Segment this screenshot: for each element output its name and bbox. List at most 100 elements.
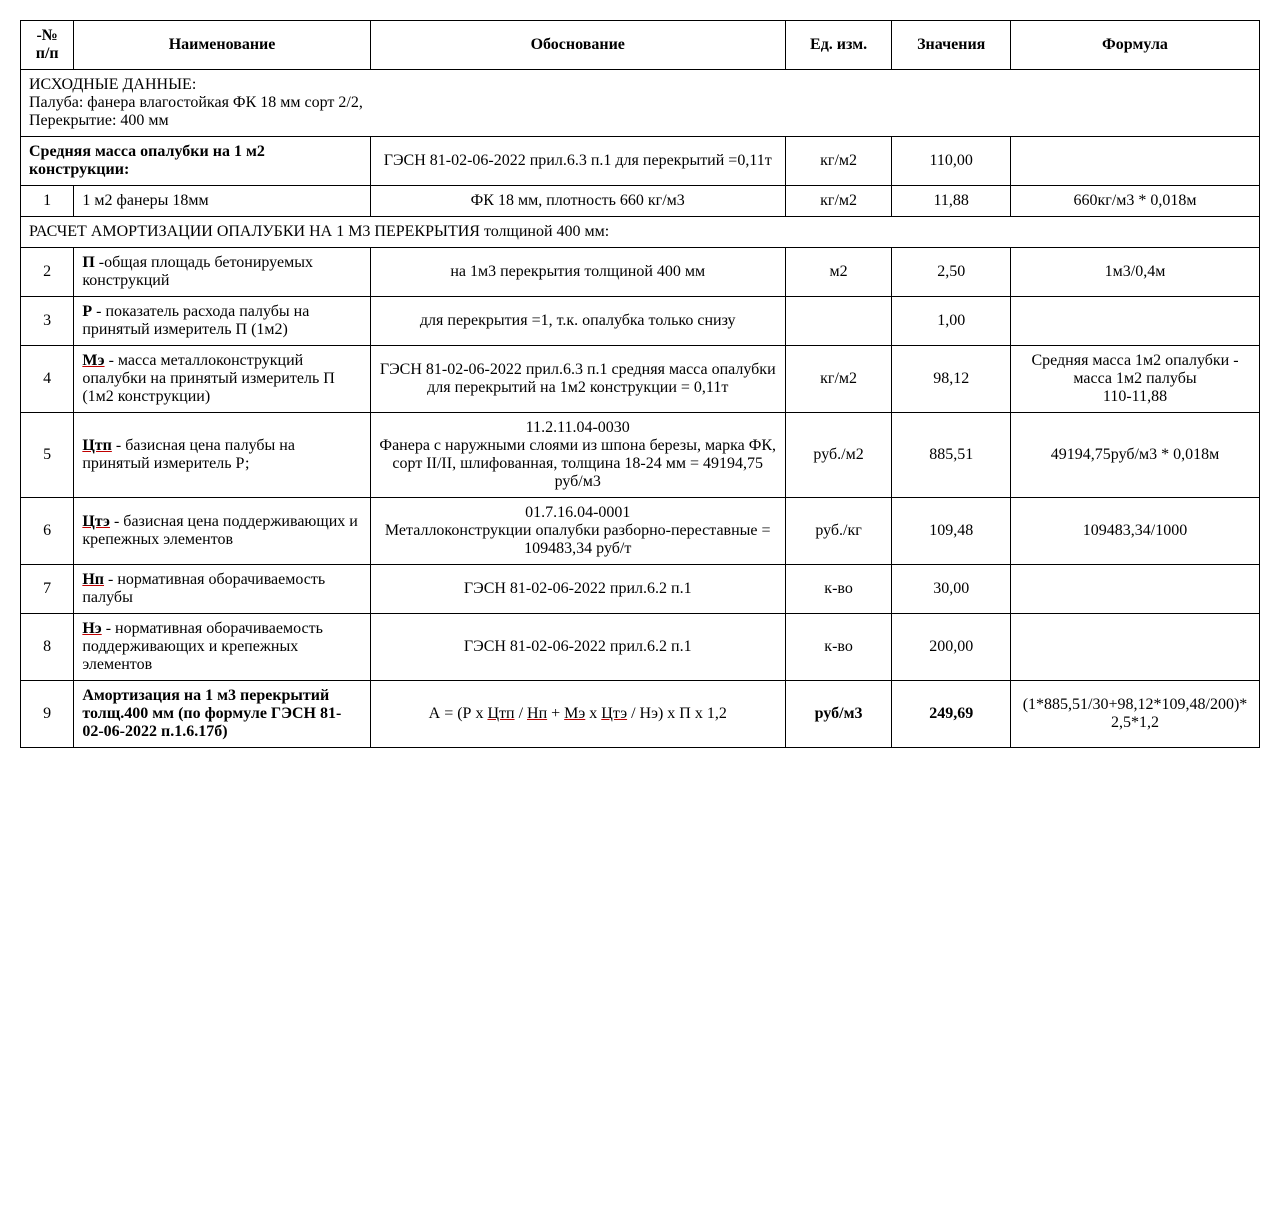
- cell-unit: руб/м3: [785, 681, 892, 748]
- symbol: Цтэ: [82, 513, 110, 530]
- row-4: 4 Мэ - масса металлоконструкций опалубки…: [21, 346, 1260, 413]
- sym-np: Нп: [527, 705, 547, 722]
- section-initial-data: ИСХОДНЫЕ ДАННЫЕ: Палуба: фанера влагосто…: [21, 70, 1260, 137]
- cell-name: Цтэ - базисная цена поддерживающих и кре…: [74, 498, 370, 565]
- cell-value: 2,50: [892, 248, 1011, 297]
- section-amort: РАСЧЕТ АМОРТИЗАЦИИ ОПАЛУБКИ НА 1 М3 ПЕРЕ…: [21, 217, 1260, 248]
- sep4: / Нэ) х П х 1,2: [627, 705, 727, 722]
- cell-value: 11,88: [892, 186, 1011, 217]
- cell-basis: 01.7.16.04-0001 Металлоконструкции опалу…: [370, 498, 785, 565]
- row-5: 5 Цтп - базисная цена палубы на принятый…: [21, 413, 1260, 498]
- cell-name: Средняя масса опалубки на 1 м2 конструкц…: [21, 137, 371, 186]
- cell-name: 1 м2 фанеры 18мм: [74, 186, 370, 217]
- cell-formula: 660кг/м3 * 0,018м: [1010, 186, 1259, 217]
- col-unit: Ед. изм.: [785, 21, 892, 70]
- cell-basis: для перекрытия =1, т.к. опалубка только …: [370, 297, 785, 346]
- cell-value: 30,00: [892, 565, 1011, 614]
- cell-unit: кг/м2: [785, 137, 892, 186]
- cell-unit: к-во: [785, 565, 892, 614]
- row-7: 7 Нп - нормативная оборачиваемость палуб…: [21, 565, 1260, 614]
- symbol-rest: - базисная цена поддерживающих и крепежн…: [82, 513, 357, 548]
- basis-pre: А = (Р х: [429, 705, 488, 722]
- cell-num: 6: [21, 498, 74, 565]
- cell-num: 9: [21, 681, 74, 748]
- cell-num: 4: [21, 346, 74, 413]
- symbol-rest: - масса металлоконструкций опалубки на п…: [82, 352, 334, 405]
- cell-basis: ГЭСН 81-02-06-2022 прил.6.2 п.1: [370, 565, 785, 614]
- row-avg-mass: Средняя масса опалубки на 1 м2 конструкц…: [21, 137, 1260, 186]
- cell-value: 200,00: [892, 614, 1011, 681]
- row-9: 9 Амортизация на 1 м3 перекрытий толщ.40…: [21, 681, 1260, 748]
- row-6: 6 Цтэ - базисная цена поддерживающих и к…: [21, 498, 1260, 565]
- cell-num: 5: [21, 413, 74, 498]
- symbol: Мэ: [82, 352, 104, 369]
- symbol-rest: -общая площадь бетонируемых конструкций: [82, 254, 313, 289]
- section-text: ИСХОДНЫЕ ДАННЫЕ: Палуба: фанера влагосто…: [21, 70, 1260, 137]
- symbol: Р: [82, 303, 92, 320]
- cell-value: 885,51: [892, 413, 1011, 498]
- col-value: Значения: [892, 21, 1011, 70]
- sep2: +: [547, 705, 564, 722]
- row-8: 8 Нэ - нормативная оборачиваемость подде…: [21, 614, 1260, 681]
- cell-name: П -общая площадь бетонируемых конструкци…: [74, 248, 370, 297]
- cell-name: Амортизация на 1 м3 перекрытий толщ.400 …: [74, 681, 370, 748]
- col-basis: Обоснование: [370, 21, 785, 70]
- symbol: Нп: [82, 571, 104, 588]
- cell-basis: 11.2.11.04-0030 Фанера с наружными слоям…: [370, 413, 785, 498]
- cell-value: 249,69: [892, 681, 1011, 748]
- row-3: 3 Р - показатель расхода палубы на приня…: [21, 297, 1260, 346]
- symbol-rest: - нормативная оборачиваемость поддержива…: [82, 620, 323, 673]
- cell-formula: 1м3/0,4м: [1010, 248, 1259, 297]
- cell-name: Цтп - базисная цена палубы на принятый и…: [74, 413, 370, 498]
- cell-name: Р - показатель расхода палубы на приняты…: [74, 297, 370, 346]
- cell-value: 109,48: [892, 498, 1011, 565]
- cell-value: 1,00: [892, 297, 1011, 346]
- cell-value: 98,12: [892, 346, 1011, 413]
- col-name: Наименование: [74, 21, 370, 70]
- cell-basis: ГЭСН 81-02-06-2022 прил.6.3 п.1 средняя …: [370, 346, 785, 413]
- cell-unit: [785, 297, 892, 346]
- cell-name: Мэ - масса металлоконструкций опалубки н…: [74, 346, 370, 413]
- section-text: РАСЧЕТ АМОРТИЗАЦИИ ОПАЛУБКИ НА 1 М3 ПЕРЕ…: [21, 217, 1260, 248]
- cell-unit: м2: [785, 248, 892, 297]
- cell-formula: [1010, 565, 1259, 614]
- sep3: х: [585, 705, 601, 722]
- cell-basis: ФК 18 мм, плотность 660 кг/м3: [370, 186, 785, 217]
- cell-unit: руб./кг: [785, 498, 892, 565]
- symbol: Нэ: [82, 620, 101, 637]
- cell-formula: [1010, 614, 1259, 681]
- cell-unit: к-во: [785, 614, 892, 681]
- cell-formula: Средняя масса 1м2 опалубки - масса 1м2 п…: [1010, 346, 1259, 413]
- cell-num: 7: [21, 565, 74, 614]
- row-2: 2 П -общая площадь бетонируемых конструк…: [21, 248, 1260, 297]
- row-1: 1 1 м2 фанеры 18мм ФК 18 мм, плотность 6…: [21, 186, 1260, 217]
- cell-num: 2: [21, 248, 74, 297]
- cell-num: 8: [21, 614, 74, 681]
- cell-unit: кг/м2: [785, 346, 892, 413]
- symbol: П: [82, 254, 94, 271]
- cell-num: 3: [21, 297, 74, 346]
- sym-cte: Цтэ: [601, 705, 627, 722]
- cell-formula: [1010, 297, 1259, 346]
- symbol-rest: - базисная цена палубы на принятый измер…: [82, 437, 295, 472]
- cell-value: 110,00: [892, 137, 1011, 186]
- cell-basis: ГЭСН 81-02-06-2022 прил.6.3 п.1 для пере…: [370, 137, 785, 186]
- cell-basis: на 1м3 перекрытия толщиной 400 мм: [370, 248, 785, 297]
- symbol: Цтп: [82, 437, 112, 454]
- cell-basis: ГЭСН 81-02-06-2022 прил.6.2 п.1: [370, 614, 785, 681]
- sym-ctp: Цтп: [487, 705, 514, 722]
- col-num: -№ п/п: [21, 21, 74, 70]
- cell-formula: 49194,75руб/м3 * 0,018м: [1010, 413, 1259, 498]
- cell-formula: [1010, 137, 1259, 186]
- calc-table: -№ п/п Наименование Обоснование Ед. изм.…: [20, 20, 1260, 748]
- cell-name: Нэ - нормативная оборачиваемость поддерж…: [74, 614, 370, 681]
- cell-unit: кг/м2: [785, 186, 892, 217]
- cell-formula: (1*885,51/30+98,12*109,48/200)*2,5*1,2: [1010, 681, 1259, 748]
- symbol-rest: - показатель расхода палубы на принятый …: [82, 303, 309, 338]
- cell-formula: 109483,34/1000: [1010, 498, 1259, 565]
- cell-unit: руб./м2: [785, 413, 892, 498]
- cell-basis: А = (Р х Цтп / Нп + Мэ х Цтэ / Нэ) х П х…: [370, 681, 785, 748]
- col-formula: Формула: [1010, 21, 1259, 70]
- cell-name: Нп - нормативная оборачиваемость палубы: [74, 565, 370, 614]
- symbol-rest: - нормативная оборачиваемость палубы: [82, 571, 325, 606]
